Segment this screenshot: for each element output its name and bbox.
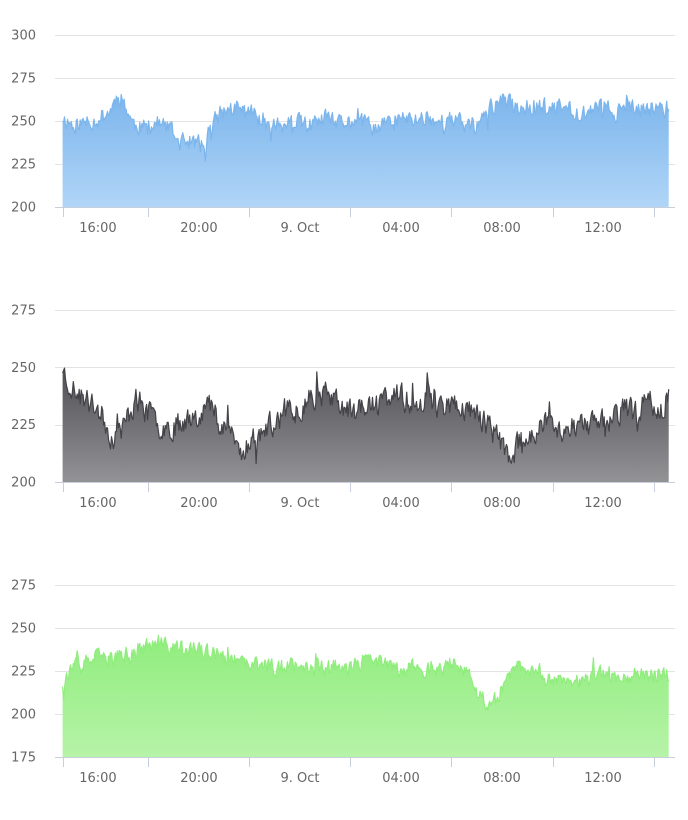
x-tick-label: 20:00	[180, 221, 217, 236]
x-tick-label: 20:00	[180, 496, 217, 511]
y-tick-label: 200	[11, 476, 36, 491]
top-area-chart: 16:00 20:00 9. Oct 04:00 08:00 12:00 200 225 250…	[11, 29, 675, 236]
x-tick-label: 08:00	[483, 496, 520, 511]
x-tick-label: 12:00	[584, 221, 621, 236]
x-tick-label: 04:00	[382, 496, 419, 511]
y-tick-label: 275	[11, 304, 36, 319]
x-tick-label: 04:00	[382, 771, 419, 786]
series-area	[62, 368, 669, 482]
series-line	[62, 93, 670, 162]
x-tick-label: 08:00	[483, 221, 520, 236]
series-area	[62, 93, 669, 207]
y-tick-label: 250	[11, 361, 36, 376]
x-tick-label: 9. Oct	[280, 221, 319, 236]
x-tick-label: 12:00	[584, 496, 621, 511]
y-tick-label: 200	[11, 708, 36, 723]
series-line	[62, 367, 670, 465]
x-tick-label: 16:00	[79, 221, 116, 236]
x-tick-label: 16:00	[79, 496, 116, 511]
x-tick-label: 9. Oct	[280, 496, 319, 511]
y-tick-label: 250	[11, 115, 36, 130]
y-tick-label: 275	[11, 72, 36, 87]
y-tick-label: 275	[11, 579, 36, 594]
x-tick-label: 04:00	[382, 221, 419, 236]
series-line	[62, 634, 670, 711]
x-tick-label: 12:00	[584, 771, 621, 786]
y-tick-label: 300	[11, 29, 36, 44]
middle-area-chart: 16:00 20:00 9. Oct 04:00 08:00 12:00 200 225 250…	[11, 304, 675, 511]
series-area	[62, 635, 669, 757]
x-tick-label: 9. Oct	[280, 771, 319, 786]
x-tick-label: 08:00	[483, 771, 520, 786]
y-tick-label: 225	[11, 418, 36, 433]
chart-page: 16:00 20:00 9. Oct 04:00 08:00 12:00 200 225 250…	[11, 29, 675, 786]
y-tick-label: 250	[11, 622, 36, 637]
y-tick-label: 225	[11, 158, 36, 173]
x-tick-label: 16:00	[79, 771, 116, 786]
y-tick-label: 225	[11, 665, 36, 680]
bottom-area-chart: 16:00 20:00 9. Oct 04:00 08:00 12:00 175 200 225…	[11, 579, 675, 786]
y-tick-label: 200	[11, 201, 36, 216]
x-tick-label: 20:00	[180, 771, 217, 786]
y-tick-label: 175	[11, 751, 36, 766]
